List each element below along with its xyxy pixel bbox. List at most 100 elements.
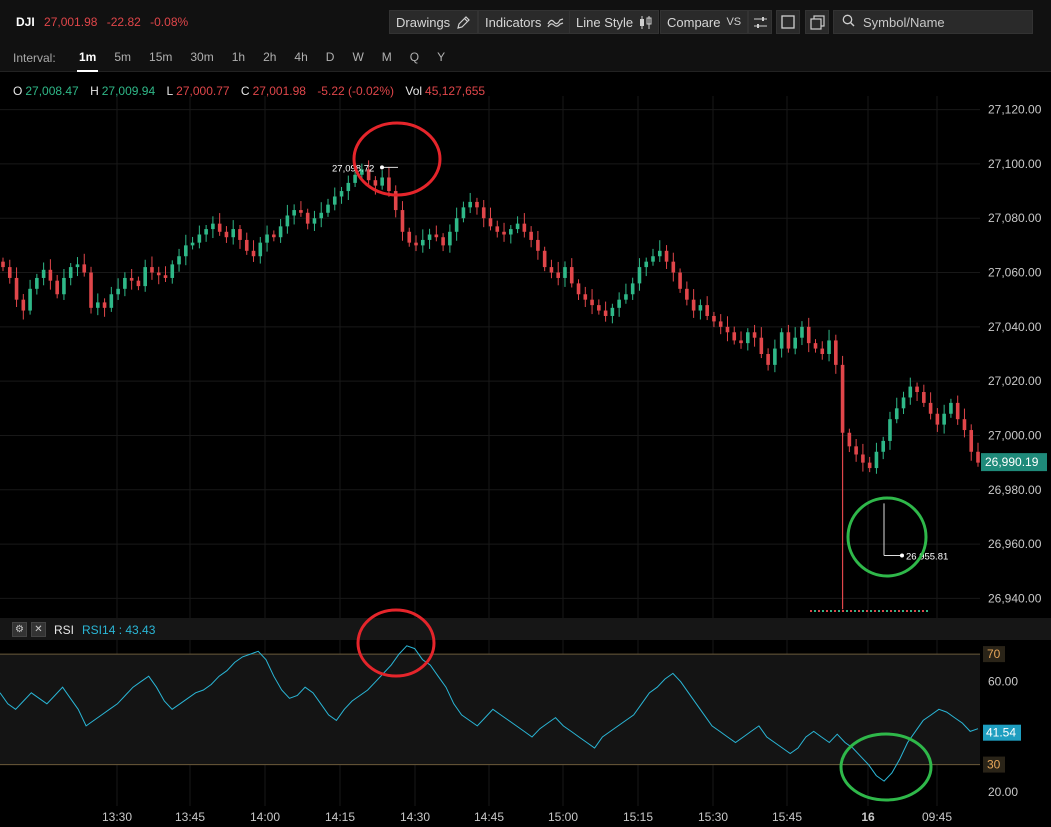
rsi-current-label: 41.54: [986, 726, 1016, 740]
interval-1h[interactable]: 1h: [231, 50, 246, 64]
rsi-current-tag: [983, 724, 1021, 741]
candle-body: [779, 332, 784, 349]
candle-body: [143, 267, 147, 287]
volume-bar: [878, 610, 880, 612]
time-tick-label: 15:00: [548, 810, 578, 824]
rsi-band-label: 70: [987, 647, 1001, 661]
time-tick-label: 15:45: [772, 810, 802, 824]
interval-d[interactable]: D: [325, 50, 335, 64]
price-tick-label: 27,060.00: [988, 266, 1042, 280]
interval-15m[interactable]: 15m: [149, 50, 173, 64]
candle-body: [1, 261, 5, 268]
price-tick-label: 27,040.00: [988, 320, 1042, 334]
candle-body: [637, 267, 642, 284]
candle-body: [278, 226, 283, 238]
compare-button[interactable]: Compare VS: [660, 10, 749, 34]
volume-bar: [838, 610, 840, 612]
interval-list: 1m 5m 15m 30m 1h 2h 4h D W M Q Y: [70, 44, 454, 72]
interval-1m[interactable]: 1m: [70, 44, 105, 72]
interval-w[interactable]: W: [352, 50, 364, 64]
candle-body: [109, 294, 114, 308]
indicators-button[interactable]: Indicators: [478, 10, 572, 34]
candle-body: [590, 299, 594, 306]
layout-button[interactable]: [805, 10, 829, 34]
rsi-tick-label: 20.00: [988, 785, 1018, 799]
candle-body: [536, 239, 540, 251]
interval-bar: Interval: 1m 5m 15m 30m 1h 2h 4h D W M Q Y: [0, 44, 1051, 72]
close-icon[interactable]: ✕: [31, 622, 46, 637]
drawings-button[interactable]: Drawings: [389, 10, 479, 34]
annotation-circle-green-low: [846, 496, 928, 578]
interval-30m[interactable]: 30m: [190, 50, 214, 64]
candle-body: [95, 302, 100, 308]
candle-body: [48, 269, 53, 281]
candle-body: [251, 250, 256, 257]
interval-q[interactable]: Q: [409, 50, 420, 64]
volume-bar: [814, 610, 816, 612]
volume-bar: [850, 610, 852, 612]
candle-body: [82, 264, 87, 273]
candle-body: [231, 229, 236, 238]
candle-body: [549, 267, 554, 273]
candle-body: [55, 280, 59, 295]
time-tick-label: 15:30: [698, 810, 728, 824]
chart-settings-button[interactable]: [748, 10, 772, 34]
rsi-line: [0, 645, 979, 782]
candle-body: [624, 294, 628, 300]
time-tick-label: 09:45: [922, 810, 952, 824]
candle-body: [41, 269, 46, 278]
candle-body: [380, 177, 384, 186]
candle-body: [718, 321, 723, 327]
candle-body: [955, 402, 960, 420]
candle-body: [793, 337, 797, 349]
interval-5m[interactable]: 5m: [114, 50, 132, 64]
candle-body: [556, 272, 561, 278]
candle-body: [387, 177, 391, 192]
line-style-button[interactable]: Line Style: [569, 10, 660, 34]
candle-body: [928, 402, 933, 414]
candle-body: [89, 272, 93, 308]
candle-body: [150, 267, 154, 273]
candle-body: [360, 169, 364, 175]
candle-body: [630, 283, 635, 295]
candle-body: [942, 413, 946, 425]
volume-bar: [846, 610, 848, 612]
interval-label: Interval:: [13, 51, 56, 65]
candle-body: [102, 302, 107, 308]
candle-body: [454, 218, 459, 232]
price-tick-label: 27,100.00: [988, 157, 1042, 171]
interval-2h[interactable]: 2h: [263, 50, 277, 64]
candle-body: [28, 288, 32, 311]
candle-body: [800, 326, 804, 338]
candle-body: [739, 340, 743, 344]
price-tick-label: 27,120.00: [988, 103, 1042, 117]
low-marker-label: 26,955.81: [906, 551, 948, 562]
interval-m[interactable]: M: [381, 50, 392, 64]
candle-body: [854, 446, 858, 455]
candle-body: [657, 250, 662, 257]
symbol-search[interactable]: [833, 10, 1033, 34]
rsi-header-bar: [0, 618, 1051, 640]
price-tick-label: 27,020.00: [988, 374, 1042, 388]
time-tick-label: 14:00: [250, 810, 280, 824]
candle-body: [935, 413, 940, 425]
fullscreen-button[interactable]: [776, 10, 800, 34]
candle-body: [434, 234, 439, 238]
candle-body: [366, 169, 371, 181]
high-marker-dot: [380, 165, 384, 170]
interval-y[interactable]: Y: [437, 50, 446, 64]
settings-icon[interactable]: ⚙: [12, 622, 27, 637]
candle-body: [671, 261, 676, 273]
pencil-icon: [456, 15, 471, 30]
symbol-search-input[interactable]: [863, 14, 1023, 30]
candle-body: [163, 275, 168, 278]
interval-4h[interactable]: 4h: [294, 50, 308, 64]
windows-icon: [809, 14, 825, 30]
candle-body: [867, 462, 872, 469]
candle-body: [238, 229, 242, 240]
candle-body: [773, 348, 777, 365]
candle-body: [806, 326, 811, 344]
ticker-symbol[interactable]: DJI: [16, 15, 35, 29]
volume-bar: [918, 610, 920, 612]
